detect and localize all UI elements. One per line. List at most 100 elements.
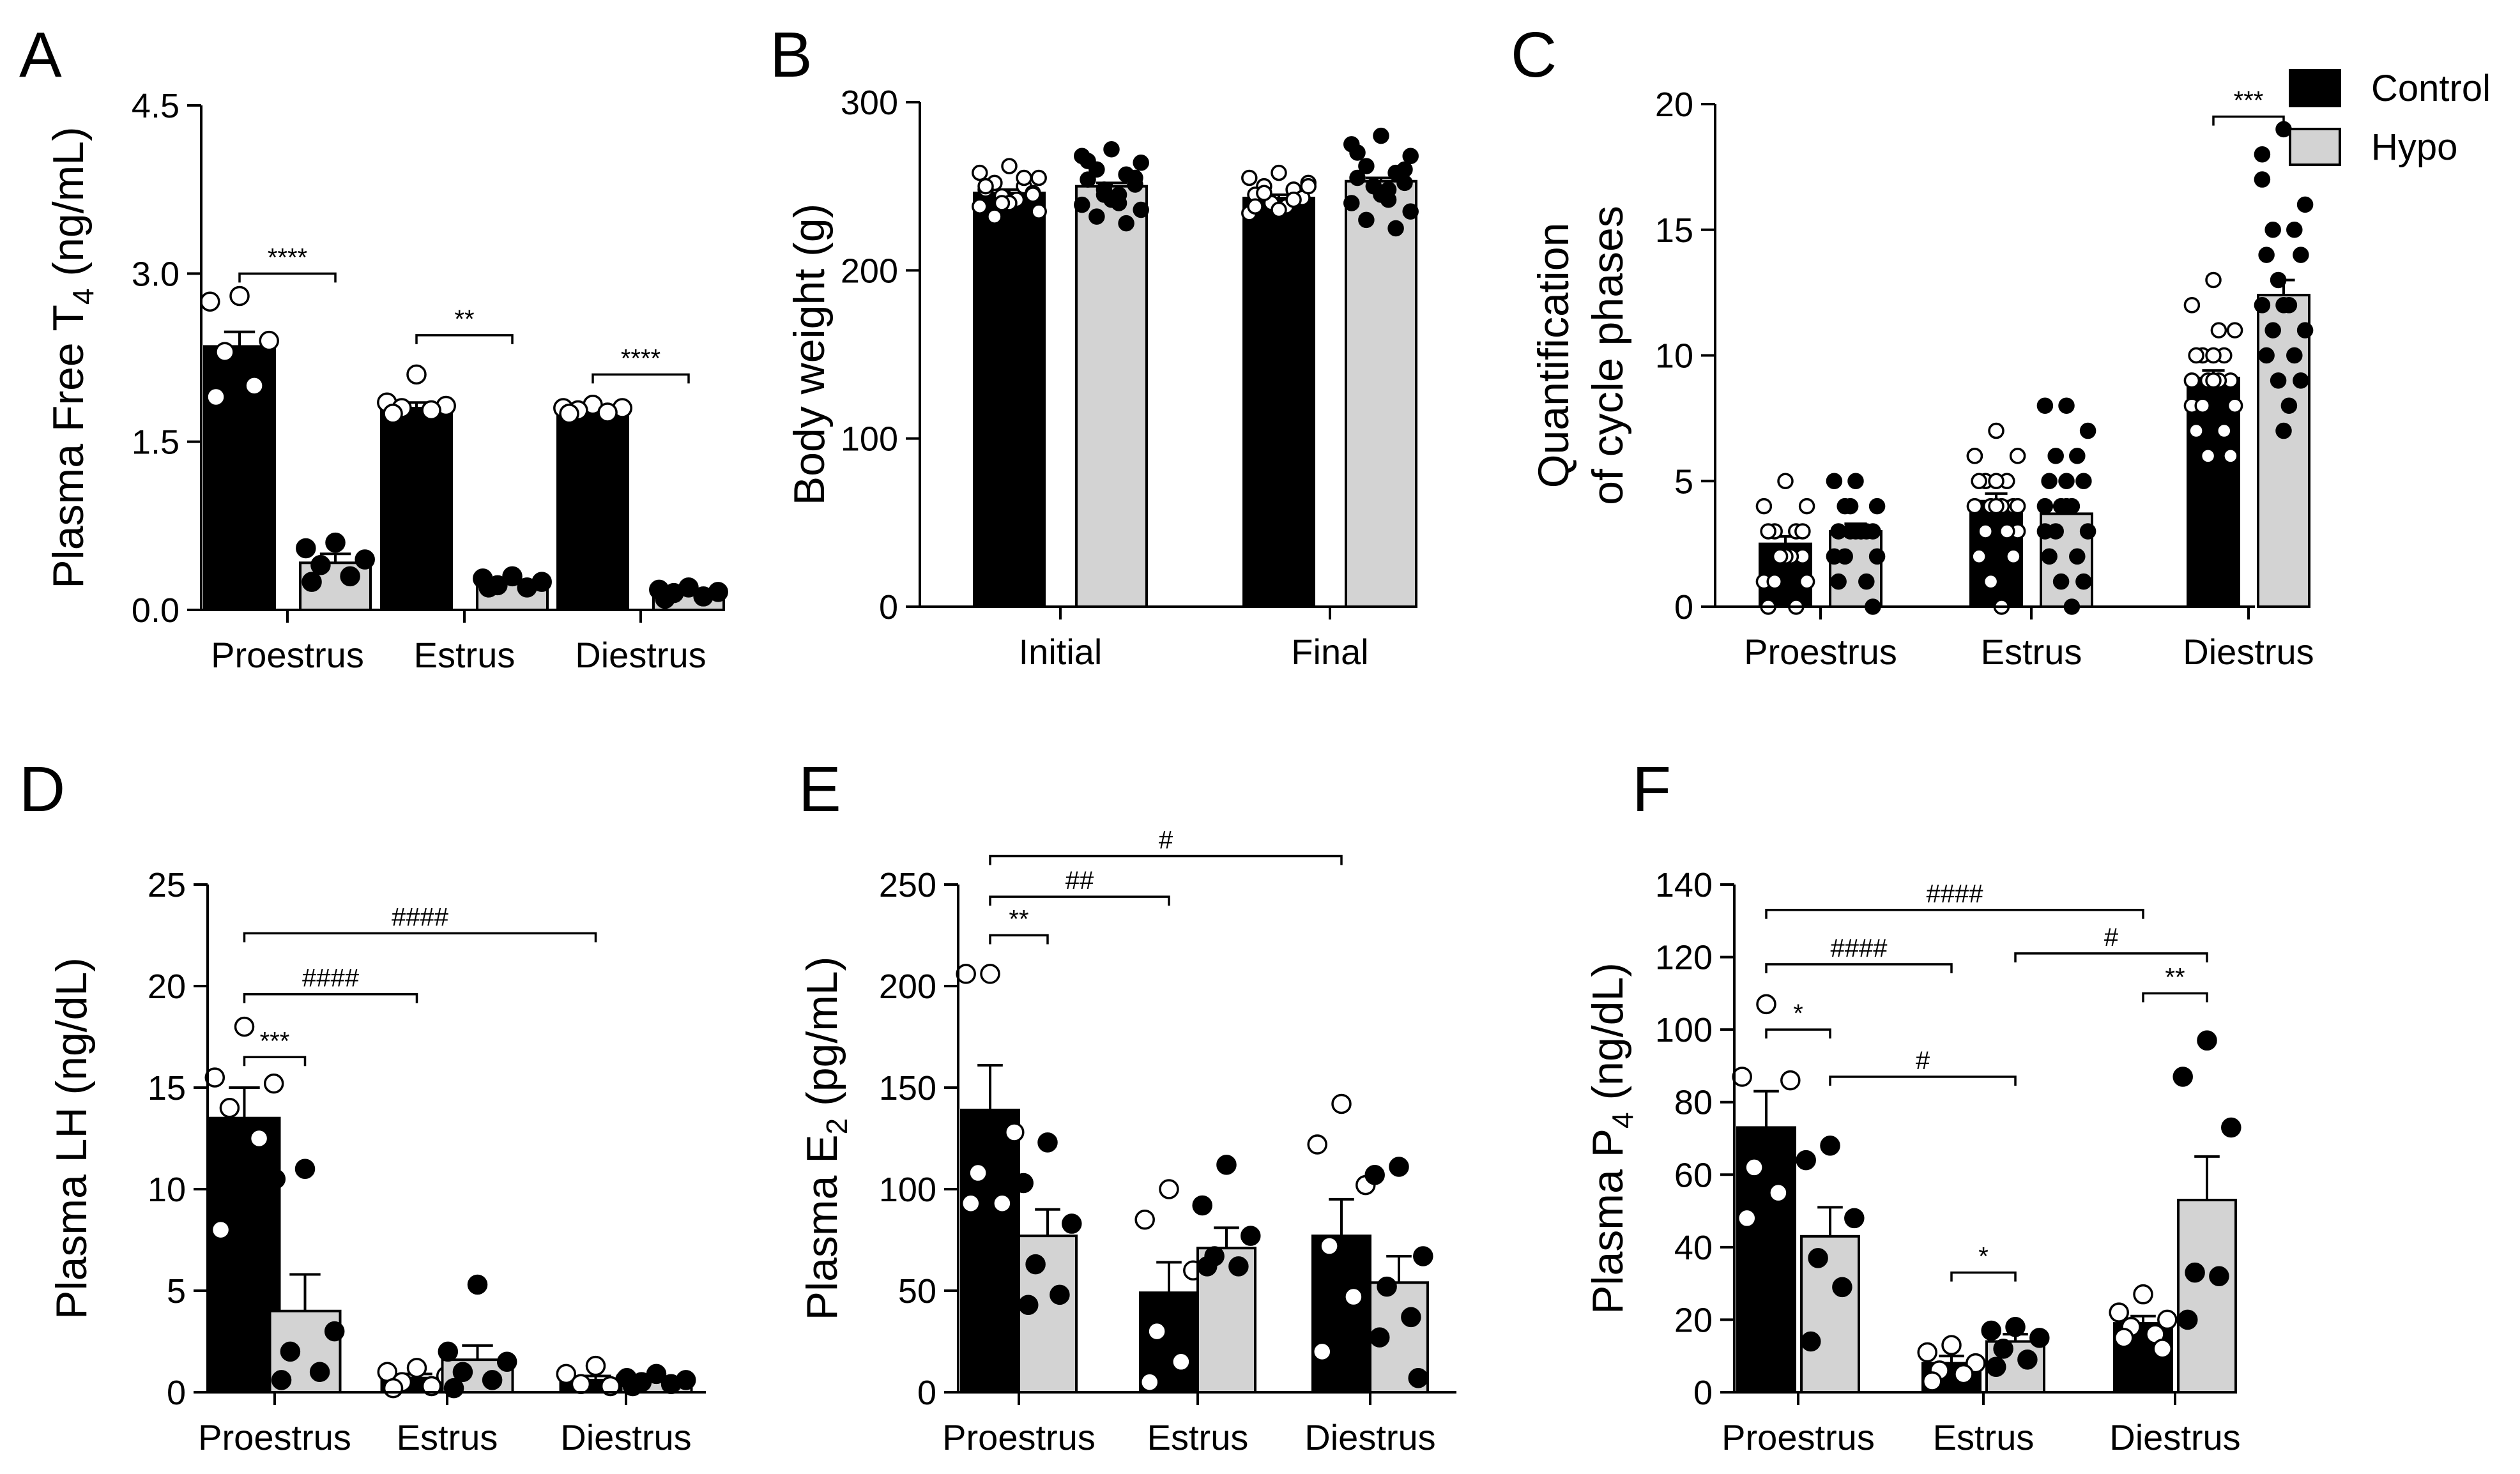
significance-bracket <box>989 895 1170 906</box>
y-tick-label: 5 <box>167 1272 186 1311</box>
data-point <box>1771 548 1789 565</box>
panel-letter: F <box>1632 754 1671 825</box>
significance-label: *** <box>260 1027 290 1055</box>
data-point <box>2254 297 2271 314</box>
bar-hypo-diestrus <box>2257 294 2310 608</box>
significance-bracket <box>2212 115 2285 126</box>
data-point <box>406 364 427 385</box>
data-point <box>2047 523 2064 540</box>
data-point <box>655 588 675 609</box>
data-point <box>1241 169 1258 186</box>
data-point <box>309 1362 330 1382</box>
data-point <box>1922 1371 1943 1392</box>
data-point <box>2152 1339 2173 1359</box>
data-point <box>1331 1093 1352 1114</box>
data-point <box>2286 222 2303 238</box>
data-point <box>1197 1256 1218 1277</box>
data-point <box>2296 322 2314 338</box>
data-point <box>325 532 346 553</box>
data-point <box>2185 1262 2205 1283</box>
data-point <box>1001 158 1018 174</box>
data-point <box>1127 169 1143 186</box>
y-axis-title-subscript: 4 <box>1606 1112 1639 1128</box>
data-point <box>1373 127 1389 144</box>
data-point <box>2222 448 2239 464</box>
significance-bracket <box>989 855 1343 865</box>
data-point <box>355 549 375 570</box>
data-point <box>1842 498 1859 515</box>
significance-bracket <box>1765 909 2144 919</box>
y-axis-title-main: Plasma P <box>1584 1128 1632 1314</box>
panels-layer: A 0.0 1.5 3.0 4.5 Proestrus Estrus Diestrus Plas… <box>19 19 2314 1457</box>
y-tick-label: 150 <box>879 1069 936 1107</box>
y-axis-title: Quantification <box>1529 223 1578 489</box>
data-point <box>294 1159 316 1179</box>
significance-bracket <box>243 932 597 943</box>
data-point <box>2058 498 2075 515</box>
significance-label: #### <box>392 903 449 931</box>
data-point <box>271 1370 292 1390</box>
data-point <box>1343 195 1360 211</box>
data-point <box>2133 1284 2153 1305</box>
panel-d: D 0 5 10 15 20 25 Proestrus Estrus Diestrus Plasma… <box>19 754 706 1457</box>
data-point <box>2157 1309 2178 1330</box>
data-point <box>2005 548 2022 565</box>
data-point <box>2036 498 2054 515</box>
data-point <box>1349 169 1366 186</box>
data-point <box>597 402 618 423</box>
y-tick-label: 20 <box>1655 86 1693 124</box>
x-category-label: Proestrus <box>211 635 364 675</box>
y-axis-title-main: Plasma Free T <box>44 305 93 589</box>
data-point <box>340 566 360 587</box>
data-point <box>2114 1328 2134 1348</box>
data-point <box>1358 158 1375 174</box>
significance-bracket <box>1829 1075 2017 1086</box>
y-tick-label: 0.0 <box>132 591 179 630</box>
significance-label: ## <box>1065 867 1094 895</box>
data-point <box>302 572 322 592</box>
data-point <box>661 1374 682 1395</box>
significance-bracket <box>2014 952 2208 962</box>
data-point <box>1380 191 1397 208</box>
x-category-label: Diestrus <box>2183 632 2314 672</box>
panel-letter: E <box>798 754 841 825</box>
y-tick-label: 100 <box>879 1171 936 1209</box>
data-point <box>1852 523 1870 540</box>
y-tick-label: 3.0 <box>132 255 179 293</box>
y-axis-title: Plasma P4 (ng/dL) <box>1584 962 1639 1314</box>
data-point <box>2293 372 2309 389</box>
data-point <box>972 164 988 181</box>
data-point <box>1140 1372 1160 1392</box>
data-point <box>1247 198 1264 215</box>
data-point <box>1999 523 2015 540</box>
data-point <box>265 1169 286 1189</box>
data-point <box>1402 148 1419 165</box>
bar-control-initial <box>973 192 1046 608</box>
data-point <box>2226 397 2243 414</box>
panel-f: F 0 20 40 60 80 100 120 140 Proestrus Estrus Diestr… <box>1584 754 2241 1457</box>
data-point <box>1396 161 1413 178</box>
data-point <box>1993 1339 2013 1359</box>
data-point <box>1796 1150 1816 1171</box>
significance-bracket <box>1765 963 1953 973</box>
data-point <box>622 1376 643 1397</box>
significance-label: #### <box>302 964 360 992</box>
y-tick-label: 80 <box>1674 1084 1713 1122</box>
data-point <box>961 1193 981 1214</box>
data-point <box>1966 448 1983 464</box>
y-tick-label: 60 <box>1674 1156 1713 1194</box>
significance-bracket <box>238 272 337 283</box>
significance-label: # <box>2104 923 2119 952</box>
data-point <box>210 1219 231 1240</box>
bar-control-diestrus <box>1311 1235 1371 1394</box>
data-point <box>1118 215 1134 232</box>
data-point <box>383 404 403 424</box>
x-category-label: Initial <box>1019 632 1103 672</box>
data-point <box>1050 1284 1070 1305</box>
data-point <box>1013 1173 1034 1194</box>
data-point <box>1801 1331 1821 1352</box>
data-point <box>1830 573 1847 590</box>
data-point <box>1808 1248 1828 1268</box>
y-axis-title-subscript: 4 <box>66 288 100 305</box>
